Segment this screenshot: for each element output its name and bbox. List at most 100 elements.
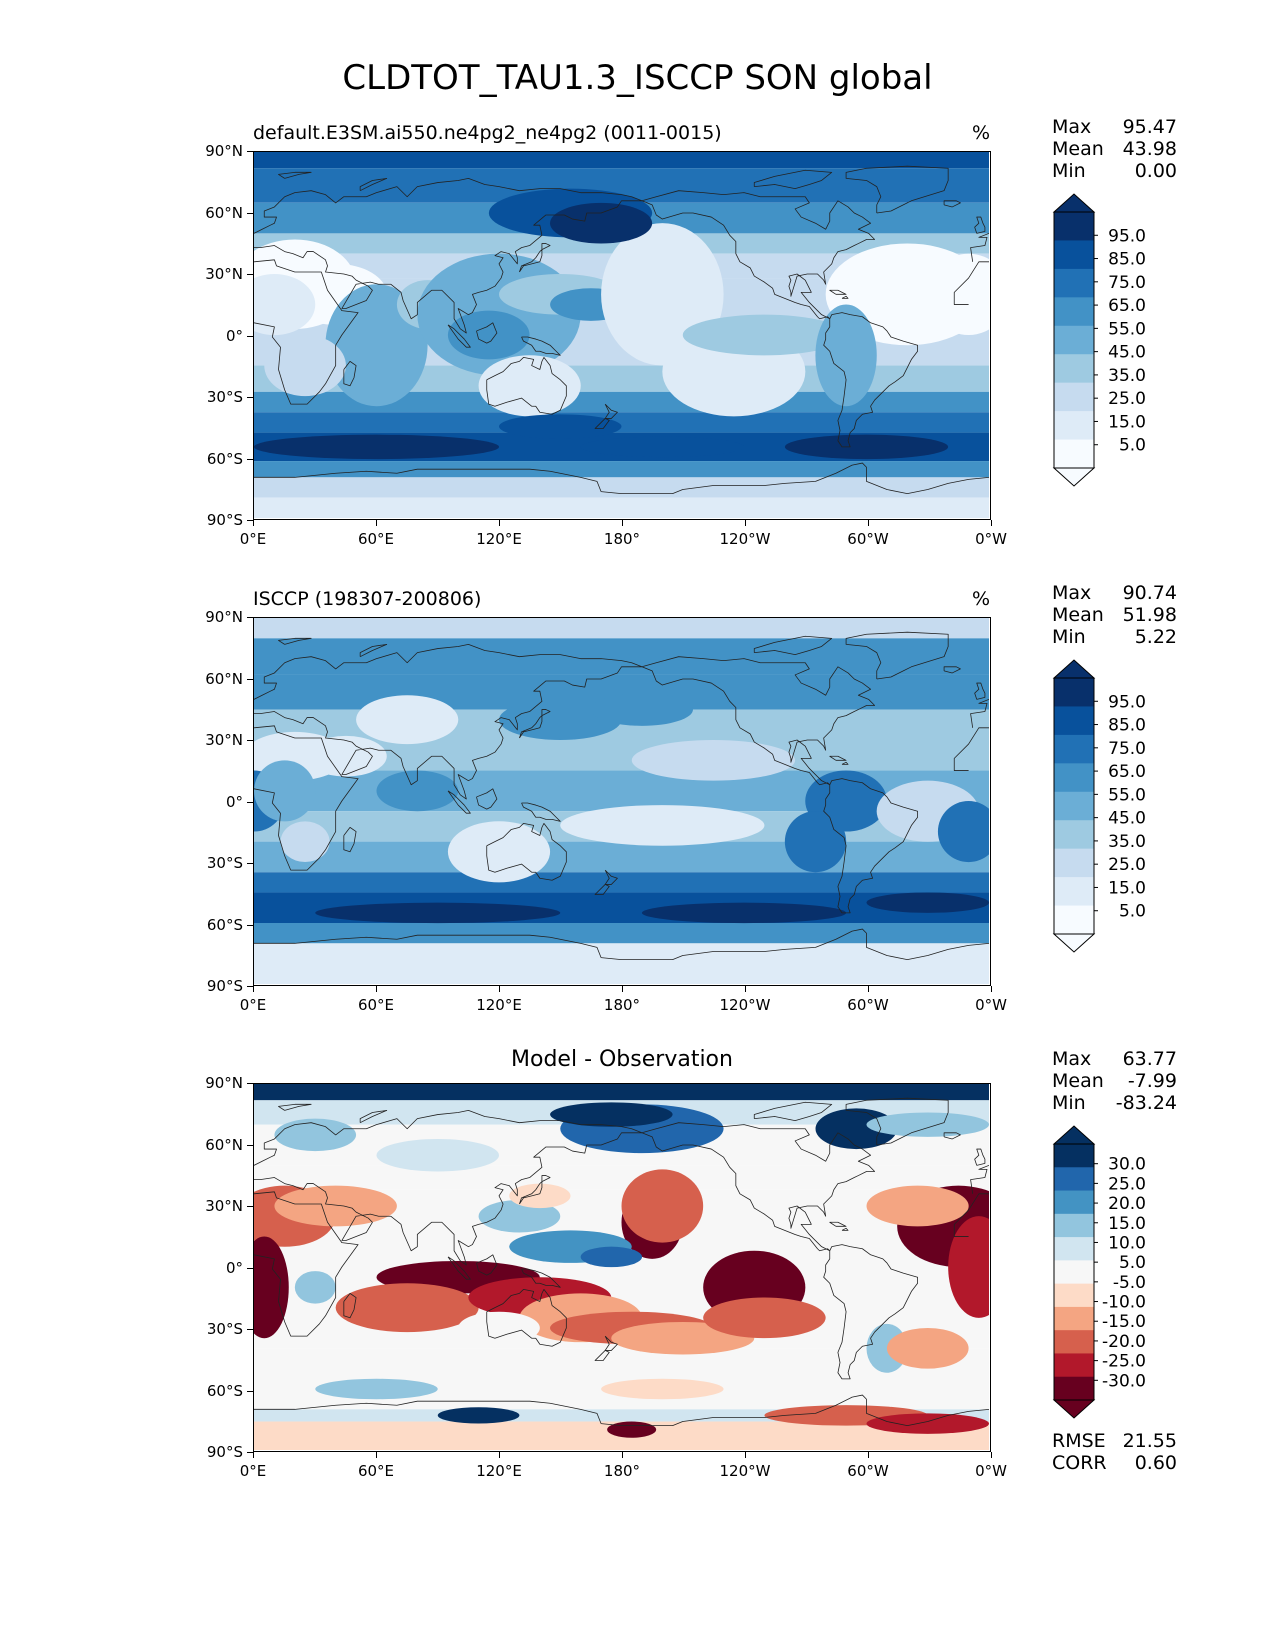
y-tick-mark — [247, 274, 253, 276]
contour-region — [315, 1378, 438, 1400]
coastline — [541, 1175, 551, 1182]
colorbar-label: 30.0 — [1108, 1155, 1146, 1175]
contour-region — [682, 314, 847, 356]
coastline — [521, 1268, 561, 1288]
coastline — [641, 656, 876, 786]
contour-region — [580, 436, 744, 458]
coastline — [541, 709, 551, 716]
coastline — [447, 1256, 471, 1280]
coastline — [953, 1193, 989, 1237]
y-tick-mark — [247, 520, 253, 522]
stat-min: Min 0.00 — [1052, 160, 1177, 182]
coastline — [476, 322, 498, 344]
coastline — [841, 1227, 849, 1231]
contour-region — [550, 1102, 673, 1127]
colorbar-label: 35.0 — [1108, 366, 1146, 386]
latitude-band — [254, 1165, 989, 1190]
x-tick-mark — [622, 1452, 624, 1458]
y-tick-mark — [247, 1267, 253, 1269]
colorbar-segment — [1054, 1260, 1094, 1285]
contour-region — [621, 1169, 704, 1243]
colorbar-label: 65.0 — [1108, 296, 1146, 316]
contour-region — [447, 821, 551, 883]
colorbar-label: 5.0 — [1119, 436, 1146, 456]
y-tick-label: 90°N — [205, 1074, 243, 1092]
coastline — [604, 869, 618, 885]
y-tick-label: 60°S — [206, 915, 243, 934]
contour-region — [458, 1311, 540, 1345]
stat-value: 51.98 — [1122, 604, 1177, 626]
colorbar-label: 45.0 — [1108, 809, 1146, 829]
coastline — [359, 177, 388, 192]
contour-region — [815, 304, 877, 407]
x-tick-mark — [376, 1452, 378, 1458]
latitude-band — [254, 923, 989, 944]
coastline — [974, 216, 986, 234]
colorbar-segment — [1054, 791, 1094, 821]
colorbar-segment — [1054, 439, 1094, 469]
colorbar-segment — [1054, 1376, 1094, 1401]
panel-3-stats: Max 63.77 Mean -7.99 Min -83.24 — [1052, 1048, 1177, 1114]
coastline — [359, 643, 388, 658]
y-tick-label: 60°N — [205, 669, 243, 688]
colorbar-label: 95.0 — [1108, 226, 1146, 246]
colorbar-segment — [1054, 325, 1094, 355]
coastline — [845, 165, 949, 214]
y-tick-label: 90°S — [206, 977, 243, 995]
colorbar-frame — [1053, 677, 1095, 935]
coastline — [254, 928, 989, 960]
y-tick-mark — [247, 151, 253, 153]
colorbar-segment — [1054, 268, 1094, 298]
y-tick-mark — [247, 740, 253, 742]
latitude-band — [254, 638, 989, 675]
contour-region — [356, 695, 459, 745]
colorbar-label: 5.0 — [1119, 902, 1146, 922]
contour-region — [886, 1328, 969, 1369]
contour-region — [294, 1271, 336, 1304]
x-tick-mark — [622, 520, 624, 526]
coastline — [476, 1254, 498, 1276]
coastline — [604, 1335, 618, 1351]
stat-max: Max 90.74 — [1052, 582, 1177, 604]
y-tick-label: 90°N — [205, 142, 243, 160]
x-tick-label: 120°W — [719, 1462, 771, 1480]
coastline — [343, 360, 357, 387]
colorbar-frame — [1053, 211, 1095, 469]
stat-mean: Mean -7.99 — [1052, 1070, 1177, 1092]
coastline — [486, 1289, 567, 1347]
contour-region — [607, 1421, 657, 1438]
panel-1-stats: Max 95.47 Mean 43.98 Min 0.00 — [1052, 116, 1177, 182]
latitude-band — [254, 152, 989, 169]
x-tick-label: 120°E — [476, 1462, 522, 1480]
x-tick-mark — [253, 520, 255, 526]
colorbar-label: 75.0 — [1108, 739, 1146, 759]
latitude-band — [254, 412, 989, 433]
panel-3-title: Model - Observation — [511, 1047, 733, 1072]
metric-value: 0.60 — [1134, 1452, 1177, 1474]
x-tick-label: 0°E — [239, 530, 267, 548]
colorbar-extend-max — [1052, 1125, 1096, 1145]
contour-region — [601, 1378, 724, 1400]
contour-region — [509, 1183, 571, 1209]
x-tick-label: 60°W — [847, 996, 889, 1014]
colorbar-segment — [1054, 240, 1094, 270]
y-tick-label: 60°N — [205, 203, 243, 222]
x-tick-mark — [253, 1452, 255, 1458]
coastline — [970, 698, 989, 728]
colorbar-segment — [1054, 1283, 1094, 1308]
colorbar-label: 10.0 — [1108, 1233, 1146, 1253]
contour-region — [315, 902, 561, 924]
coastline — [359, 1109, 388, 1124]
coastline — [841, 761, 849, 765]
colorbar-segment — [1054, 1144, 1094, 1168]
coastline — [594, 1350, 610, 1361]
stat-mean: Mean 43.98 — [1052, 138, 1177, 160]
coastline — [641, 190, 876, 320]
x-tick-label: 0°W — [975, 996, 1007, 1014]
metric-corr: CORR 0.60 — [1052, 1452, 1177, 1474]
colorbar-extend-max — [1052, 659, 1096, 679]
coastline — [278, 171, 312, 179]
colorbar-label: -20.0 — [1102, 1332, 1146, 1352]
coastline — [823, 312, 918, 448]
coastline — [254, 1191, 359, 1337]
